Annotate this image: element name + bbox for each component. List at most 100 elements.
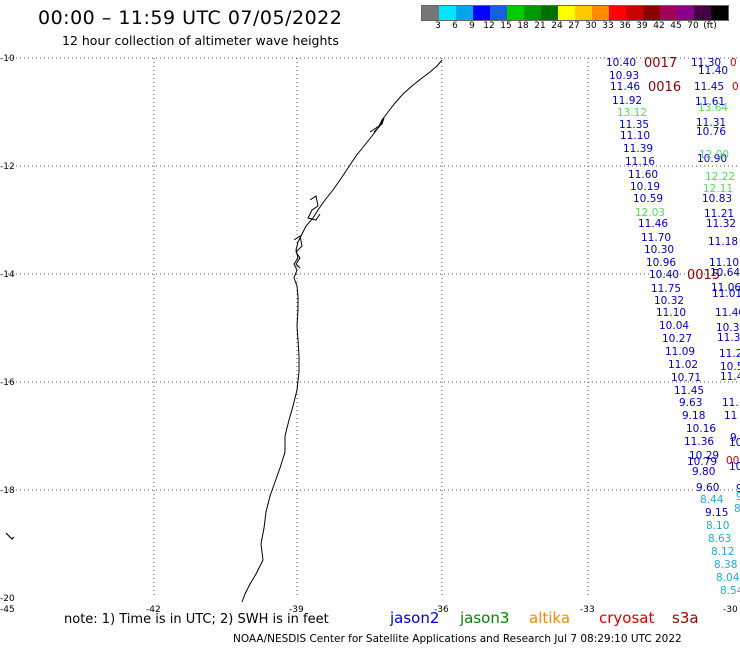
color-bar-label: 30 [585,21,597,31]
wave-height-label: 11.06 [711,282,740,294]
wave-height-label: 10.5 [720,361,740,373]
wave-height-label: 8.10 [706,520,730,532]
lon-tick-label: -45 [0,605,15,615]
wave-height-label: 10.04 [659,320,690,332]
color-bar-swatch [575,6,592,20]
color-bar-label: 24 [551,21,563,31]
wave-height-label: 10.16 [686,423,717,435]
color-bar-swatch [490,6,507,20]
lat-tick-label: -10 [0,54,15,64]
wave-height-label: 11.16 [625,156,656,168]
color-bar-swatch [507,6,524,20]
lon-tick-label: -39 [289,605,304,615]
wave-height-label: 10.32 [654,295,685,307]
color-bar-label: 39 [636,21,648,31]
wave-height-label: 11.61 [695,96,726,108]
wave-height-label: 13.12 [617,107,648,119]
wave-height-label: 10.29 [689,450,720,462]
wave-height-label: 11.10 [656,307,687,319]
lat-tick-label: -12 [0,162,15,172]
satellite-legend-cryosat: cryosat [599,609,655,627]
map-subtitle: 12 hour collection of altimeter wave hei… [62,33,339,48]
wave-height-label: 11.2 [719,348,740,360]
color-bar-swatch [439,6,456,20]
color-bar-label: 12 [483,21,495,31]
wave-height-label: 11.75 [651,283,682,295]
wave-height-label: 10.39 [716,322,740,334]
color-bar-swatch [694,6,711,20]
color-bar [421,5,729,21]
color-bar-label: 9 [469,21,475,31]
color-bar-swatch [592,6,609,20]
wave-height-label: 11.70 [641,232,672,244]
lat-tick-label: -18 [0,486,15,496]
grid-lines [8,57,737,598]
wave-height-label: 11.10 [620,130,651,142]
color-bar-swatch [609,6,626,20]
wave-height-label: 9.18 [682,410,706,422]
wave-height-label: 8.54 [720,585,740,597]
wave-height-label: 9.80 [692,466,716,478]
wave-height-label: 11.4 [720,371,740,383]
color-bar-label: (ft) [703,21,717,31]
wave-height-label: 11.21 [704,208,735,220]
wave-height-label: 10.59 [633,193,664,205]
note-text: note: 1) Time is in UTC; 2) SWH is in fe… [64,612,329,627]
wave-height-label: 9 [736,491,740,503]
wave-height-label: 10.71 [671,372,702,384]
wave-height-label: 11.32 [706,218,737,230]
map-title: 00:00 – 11:59 UTC 07/05/2022 [38,7,343,29]
wave-height-label: 10.40 [606,57,637,69]
wave-height-label: 8.38 [714,559,738,571]
bay-islands [293,117,385,269]
wave-height-label: 8.44 [700,494,724,506]
color-bar-labels: 3 6 9 12 15 18 21 24 27 30 33 36 39 42 45 70 (ft) [421,21,740,33]
point-marker [5,532,15,540]
wave-height-label: 11.45 [674,385,705,397]
wave-height-label: 11.39 [623,143,654,155]
wave-height-label: 9 [736,483,740,495]
wave-height-label: 11.40 [698,65,729,77]
wave-height-label: 9.60 [696,482,720,494]
lat-tick-label: -20 [0,594,15,604]
wave-height-label: 12.03 [635,207,666,219]
color-bar-swatch [524,6,541,20]
wave-height-label: 11.09 [665,346,696,358]
color-bar-label: 45 [670,21,682,31]
color-bar-swatch [473,6,490,20]
satellite-legend-s3a: s3a [672,609,699,627]
wave-height-label: 11.46 [610,81,641,93]
wave-height-label: 11.02 [668,359,699,371]
wave-height-label: 11.18 [708,236,739,248]
wave-height-label: 8.12 [711,546,735,558]
wave-height-label: 11.40 [715,307,740,319]
wave-height-label: 10.90 [697,153,728,165]
color-bar-swatch [626,6,643,20]
color-bar-swatch [660,6,677,20]
footer-credit: NOAA/NESDIS Center for Satellite Applica… [233,633,682,645]
wave-height-label: 11.30 [691,57,722,69]
color-bar-swatch [677,6,694,20]
color-bar-label: 18 [517,21,529,31]
wave-height-label: 00 [726,455,740,467]
wave-height-label: 9.15 [705,507,729,519]
wave-height-label: 10.76 [696,126,727,138]
satellite-legend-jason3: jason3 [460,609,510,627]
satellite-legend-jason2: jason2 [390,609,440,627]
color-bar-label: 42 [653,21,665,31]
wave-height-label: 8.63 [708,533,732,545]
wave-height-label: 11.36 [684,436,715,448]
wave-height-label: 11.45 [694,81,725,93]
wave-height-label: 11.60 [628,169,659,181]
color-bar-swatch [558,6,575,20]
lat-tick-label: -16 [0,378,15,388]
coastline [241,59,443,603]
color-bar-swatch [643,6,660,20]
wave-height-label: 0015 [687,268,721,283]
wave-height-label: 9.63 [679,397,703,409]
wave-height-label: 13.64 [698,102,729,114]
wave-height-label: 10 [729,437,740,449]
color-bar-label: 33 [602,21,614,31]
color-bar-swatch [541,6,558,20]
